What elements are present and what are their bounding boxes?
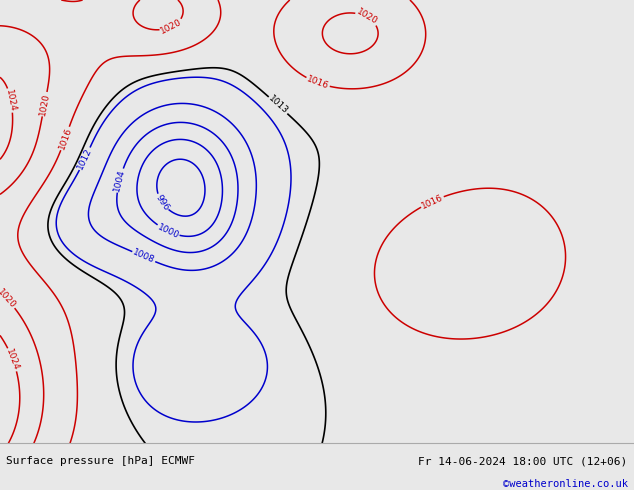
Text: 1012: 1012	[76, 147, 94, 171]
Text: 1016: 1016	[57, 126, 74, 151]
Text: 1000: 1000	[156, 222, 181, 240]
Text: ©weatheronline.co.uk: ©weatheronline.co.uk	[503, 479, 628, 490]
Text: 1013: 1013	[266, 94, 290, 116]
Text: 1020: 1020	[38, 92, 51, 116]
Text: 1024: 1024	[4, 88, 18, 112]
Text: 1016: 1016	[420, 193, 444, 210]
Text: 1004: 1004	[112, 168, 127, 193]
Text: 996: 996	[153, 193, 171, 212]
Text: Surface pressure [hPa] ECMWF: Surface pressure [hPa] ECMWF	[6, 456, 195, 466]
Text: 1020: 1020	[159, 18, 184, 36]
Text: Fr 14-06-2024 18:00 UTC (12+06): Fr 14-06-2024 18:00 UTC (12+06)	[418, 456, 628, 466]
Text: 1016: 1016	[306, 74, 330, 91]
Text: 1020: 1020	[355, 7, 379, 27]
Text: 1024: 1024	[4, 347, 21, 372]
Text: 1020: 1020	[0, 287, 18, 310]
Text: 1008: 1008	[131, 248, 156, 266]
